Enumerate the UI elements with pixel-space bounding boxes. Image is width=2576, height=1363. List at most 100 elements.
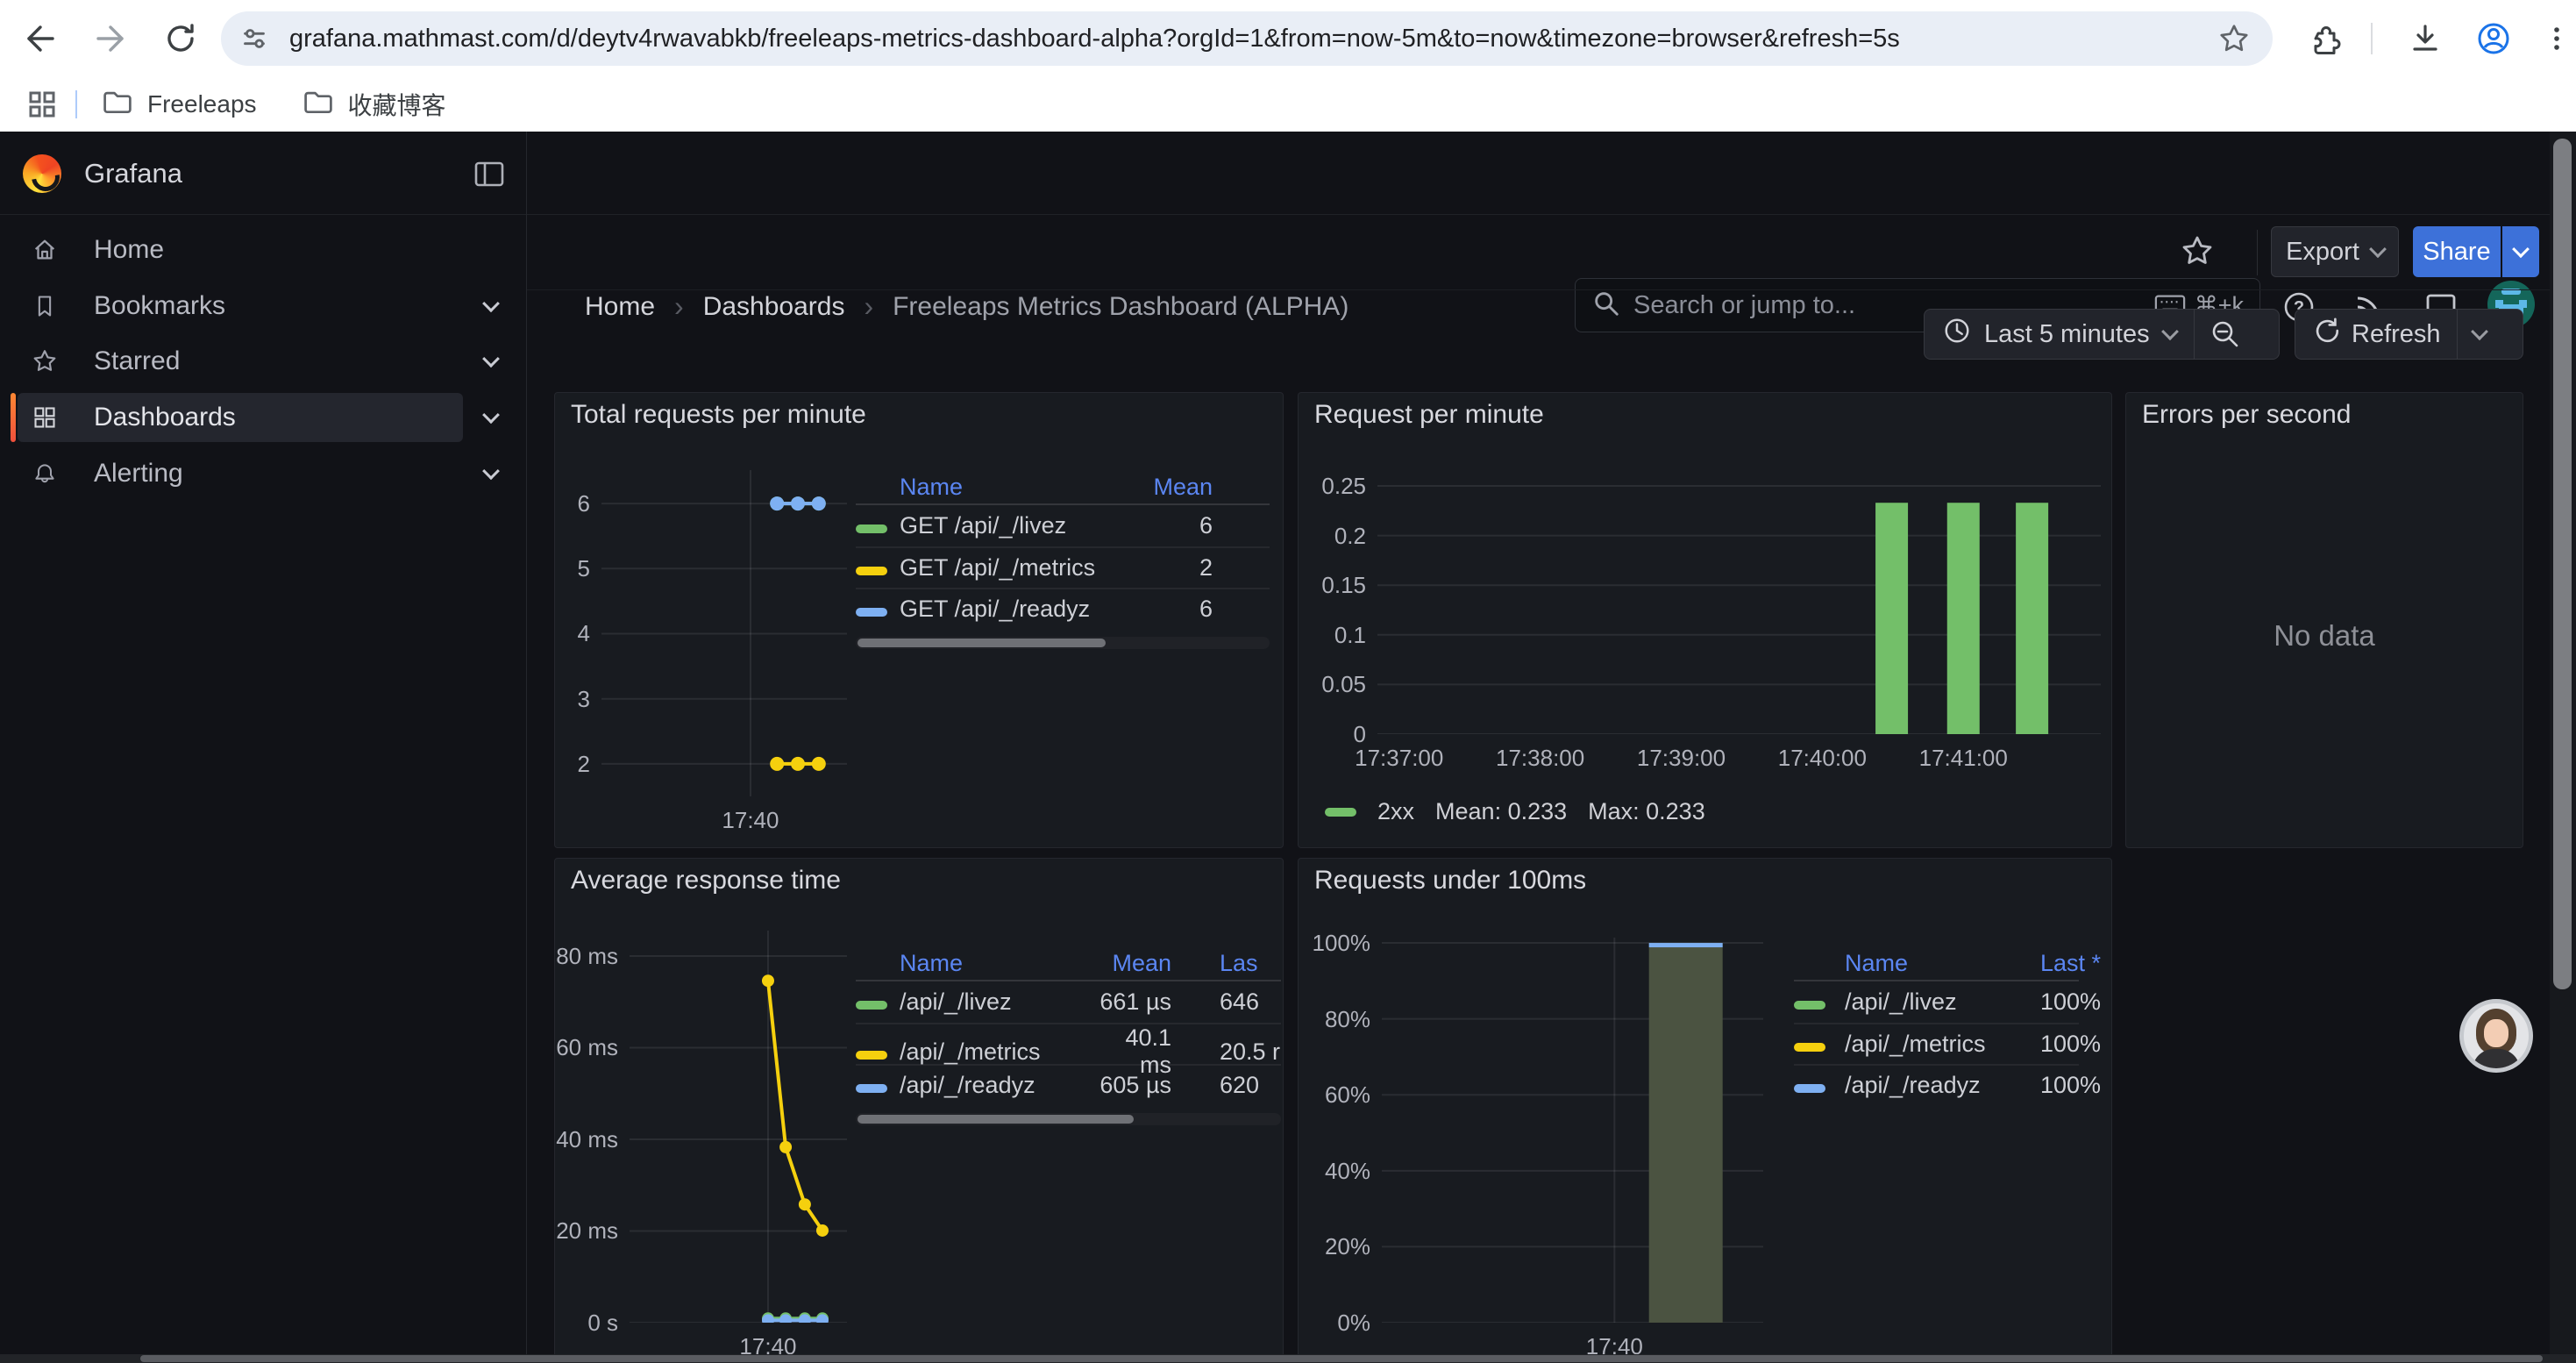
x-axis-label: 17:40:00 — [1777, 745, 1867, 771]
panel-title[interactable]: Request per minute — [1314, 400, 1544, 429]
series-color-pill — [1794, 1084, 1825, 1093]
home-icon — [32, 237, 58, 263]
chart-plot[interactable] — [1382, 938, 1763, 1324]
address-bar[interactable] — [221, 11, 2273, 66]
series-value: 605 µs — [1099, 1072, 1171, 1098]
legend-scrollbar[interactable] — [856, 1113, 1281, 1125]
bookmark-folder-freeleaps[interactable]: Freeleaps — [102, 88, 257, 122]
sidebar-item-starred[interactable]: Starred — [18, 337, 463, 386]
chevron-down-icon — [2160, 323, 2179, 341]
chart-plot[interactable] — [601, 470, 847, 796]
browser-forward-icon[interactable] — [89, 18, 132, 60]
chevron-down-icon[interactable] — [479, 405, 503, 430]
chevron-down-icon[interactable] — [479, 461, 503, 486]
grafana-logo-icon[interactable] — [23, 154, 61, 193]
browser-reload-icon[interactable] — [160, 18, 202, 60]
y-axis-label: 0.1 — [1334, 621, 1366, 648]
time-range-picker[interactable]: Last 5 minutes — [1924, 309, 2280, 360]
vertical-scrollbar[interactable] — [2550, 132, 2576, 1354]
x-axis-label: 17:41:00 — [1918, 745, 2008, 771]
panel-title[interactable]: Requests under 100ms — [1314, 866, 1587, 895]
legend-table: Name Last */api/_/livez 100%/api/_/metrics… — [1776, 946, 2101, 1105]
series-name: GET /api/_/metrics — [900, 554, 1096, 581]
series-value: 661 µs — [1099, 988, 1171, 1015]
time-range-label: Last 5 minutes — [1984, 319, 2150, 348]
legend-row[interactable]: /api/_/readyz 100% — [1794, 1064, 2101, 1105]
series-value: 6 — [1199, 596, 1213, 622]
search-icon — [1591, 289, 1621, 323]
refresh-label: Refresh — [2352, 319, 2441, 348]
sidebar-divider — [526, 132, 527, 1354]
chevron-down-icon — [2512, 240, 2530, 259]
y-axis-label: 0% — [1337, 1309, 1370, 1336]
browser-menu-icon[interactable] — [2536, 18, 2576, 60]
legend-row[interactable]: /api/_/livez 661 µs 646 — [856, 981, 1281, 1023]
chart-plot[interactable] — [630, 931, 847, 1327]
chart-plot[interactable] — [1377, 476, 2101, 735]
panel-title[interactable]: Errors per second — [2142, 400, 2352, 429]
bookmark-folder-blogs[interactable]: 收藏博客 — [302, 87, 446, 122]
horizontal-scrollbar[interactable] — [0, 1354, 2576, 1363]
panel-average-response-time: Average response time Name Mean Las/api/_/… — [554, 858, 1284, 1361]
legend-scrollbar[interactable] — [856, 637, 1270, 649]
sidebar-item-bookmarks[interactable]: Bookmarks — [18, 282, 463, 331]
profile-icon[interactable] — [2473, 18, 2515, 60]
series-color-pill — [856, 608, 887, 617]
series-color-pill — [1794, 1043, 1825, 1052]
x-axis-label: 17:40 — [722, 807, 779, 833]
legend-row[interactable]: GET /api/_/metrics 2 — [856, 546, 1270, 588]
share-button[interactable]: Share — [2413, 226, 2501, 277]
legend-row[interactable]: /api/_/metrics 40.1 ms 20.5 r — [856, 1023, 1281, 1078]
panel-errors-per-second: Errors per second No data — [2125, 392, 2523, 848]
apps-grid-icon[interactable] — [21, 83, 63, 125]
legend-header: Name Last * — [1794, 946, 2101, 981]
legend-header: Name Mean Las — [856, 946, 1281, 981]
breadcrumb-dashboards[interactable]: Dashboards — [702, 291, 845, 321]
assistant-avatar[interactable] — [2459, 999, 2533, 1073]
legend-row[interactable]: GET /api/_/readyz 6 — [856, 588, 1270, 629]
bookmarks-bar: Freeleaps 收藏博客 — [0, 77, 2576, 132]
active-item-indicator — [11, 393, 16, 442]
legend-row[interactable]: GET /api/_/livez 6 — [856, 505, 1270, 546]
folder-icon — [302, 88, 334, 122]
site-info-icon[interactable] — [233, 18, 275, 60]
series-value: 100% — [2039, 988, 2101, 1015]
extensions-icon[interactable] — [2304, 18, 2346, 60]
share-menu-button[interactable] — [2502, 226, 2539, 277]
y-axis-label: 40 ms — [556, 1125, 618, 1152]
y-axis-label: 0 — [1353, 721, 1366, 747]
y-axis-label: 0.15 — [1321, 572, 1366, 599]
bookmark-star-icon[interactable] — [2213, 18, 2255, 60]
refresh-interval-button[interactable] — [2458, 323, 2501, 341]
favorite-dashboard-icon[interactable] — [2176, 230, 2218, 272]
sidebar-item-home[interactable]: Home — [18, 225, 463, 275]
legend-row[interactable]: /api/_/metrics 100% — [1794, 1023, 2101, 1064]
breadcrumb-home[interactable]: Home — [585, 291, 656, 321]
downloads-icon[interactable] — [2404, 18, 2446, 60]
breadcrumb-separator: › — [674, 290, 684, 322]
sidebar-item-dashboards[interactable]: Dashboards — [18, 393, 463, 442]
browser-back-icon[interactable] — [19, 18, 61, 60]
panel-request-per-minute: Request per minute 2xx Mean: 0.233 Max: … — [1298, 392, 2112, 848]
legend-row[interactable]: /api/_/livez 100% — [1794, 981, 2101, 1023]
series-name: /api/_/readyz — [1845, 1072, 1981, 1098]
panel-title[interactable]: Average response time — [571, 866, 841, 895]
series-color-pill — [856, 525, 887, 533]
legend-inline[interactable]: 2xx Mean: 0.233 Max: 0.233 — [1325, 798, 1705, 825]
zoom-out-icon[interactable] — [2195, 318, 2256, 350]
sidebar-toggle-icon[interactable] — [472, 156, 507, 196]
legend-row[interactable]: /api/_/readyz 605 µs 620 — [856, 1064, 1281, 1105]
export-button[interactable]: Export — [2271, 226, 2399, 277]
series-color-pill — [856, 1001, 887, 1010]
chevron-down-icon[interactable] — [479, 294, 503, 318]
series-color-pill — [1794, 1001, 1825, 1010]
series-value: 620 — [1220, 1072, 1260, 1098]
chevron-down-icon[interactable] — [479, 349, 503, 374]
vertical-scrollbar-thumb[interactable] — [2553, 139, 2572, 989]
url-input[interactable] — [289, 24, 2174, 54]
series-value: 646 — [1220, 988, 1260, 1015]
refresh-button[interactable]: Refresh — [2295, 309, 2523, 360]
horizontal-scrollbar-thumb[interactable] — [140, 1355, 2543, 1362]
sidebar-item-alerting[interactable]: Alerting — [18, 449, 463, 498]
panel-title[interactable]: Total requests per minute — [571, 400, 866, 429]
